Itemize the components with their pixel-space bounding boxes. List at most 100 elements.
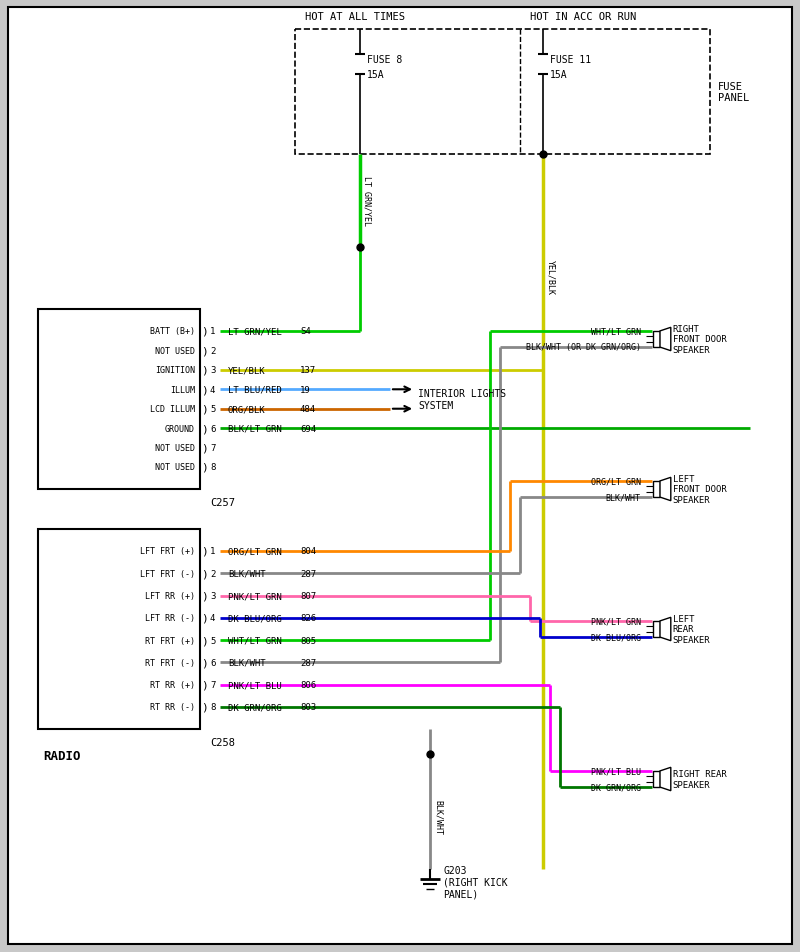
Text: BLK/WHT: BLK/WHT	[606, 493, 641, 502]
Text: INTERIOR LIGHTS
SYSTEM: INTERIOR LIGHTS SYSTEM	[418, 388, 506, 410]
Text: BLK/WHT: BLK/WHT	[228, 569, 266, 578]
Text: 3: 3	[210, 366, 215, 375]
Text: 805: 805	[300, 636, 316, 645]
Text: ORG/LT GRN: ORG/LT GRN	[590, 477, 641, 486]
Text: BLK/LT GRN: BLK/LT GRN	[228, 425, 282, 433]
Text: ): )	[201, 347, 208, 356]
Bar	[653, 331, 660, 347]
Text: S4: S4	[300, 327, 310, 336]
Text: FUSE 8: FUSE 8	[367, 55, 402, 65]
Text: LCD ILLUM: LCD ILLUM	[150, 405, 195, 414]
Text: BLK/WHT: BLK/WHT	[434, 799, 443, 834]
Text: ): )	[201, 546, 208, 556]
Text: RT FRT (+): RT FRT (+)	[145, 636, 195, 645]
Text: 2: 2	[210, 569, 215, 578]
Text: HOT AT ALL TIMES: HOT AT ALL TIMES	[305, 12, 405, 22]
Text: LT GRN/YEL: LT GRN/YEL	[363, 176, 372, 227]
Text: NOT USED: NOT USED	[155, 444, 195, 452]
Text: 1: 1	[210, 547, 215, 556]
Text: ): )	[201, 405, 208, 414]
Text: 137: 137	[300, 366, 316, 375]
Text: 8: 8	[210, 463, 215, 472]
Text: NOT USED: NOT USED	[155, 347, 195, 355]
Text: G203
(RIGHT KICK
PANEL): G203 (RIGHT KICK PANEL)	[443, 865, 508, 899]
Text: LEFT
REAR
SPEAKER: LEFT REAR SPEAKER	[673, 614, 710, 645]
Text: NOT USED: NOT USED	[155, 463, 195, 472]
Text: 287: 287	[300, 658, 316, 667]
Text: YEL/BLK: YEL/BLK	[228, 366, 266, 375]
Polygon shape	[660, 618, 670, 641]
Text: 484: 484	[300, 405, 316, 414]
Text: 19: 19	[300, 386, 310, 394]
Text: BLK/WHT (OR DK GRN/ORG): BLK/WHT (OR DK GRN/ORG)	[526, 343, 641, 352]
Text: PNK/LT BLU: PNK/LT BLU	[228, 681, 282, 689]
Text: LFT FRT (+): LFT FRT (+)	[140, 547, 195, 556]
Text: WHT/LT GRN: WHT/LT GRN	[228, 636, 282, 645]
Text: 804: 804	[300, 547, 316, 556]
Text: RIGHT REAR
SPEAKER: RIGHT REAR SPEAKER	[673, 769, 726, 789]
Bar	[653, 482, 660, 498]
Bar	[38, 309, 200, 489]
Text: HOT IN ACC OR RUN: HOT IN ACC OR RUN	[530, 12, 636, 22]
Text: 2: 2	[210, 347, 215, 355]
Text: 5: 5	[210, 636, 215, 645]
Text: ): )	[201, 568, 208, 579]
Text: 4: 4	[210, 614, 215, 623]
Text: ): )	[201, 613, 208, 624]
Text: 803: 803	[300, 703, 316, 712]
Bar	[653, 622, 660, 638]
Text: 4: 4	[210, 386, 215, 394]
Text: 694: 694	[300, 425, 316, 433]
Text: DK BLU/ORG: DK BLU/ORG	[590, 633, 641, 642]
Text: LT GRN/YEL: LT GRN/YEL	[228, 327, 282, 336]
Text: ): )	[201, 658, 208, 667]
Text: 807: 807	[300, 591, 316, 601]
Text: LEFT
FRONT DOOR
SPEAKER: LEFT FRONT DOOR SPEAKER	[673, 475, 726, 505]
Text: 6: 6	[210, 425, 215, 433]
Text: RIGHT
FRONT DOOR
SPEAKER: RIGHT FRONT DOOR SPEAKER	[673, 325, 726, 354]
Text: RT FRT (-): RT FRT (-)	[145, 658, 195, 667]
Text: YEL/BLK: YEL/BLK	[546, 260, 555, 295]
Text: ): )	[201, 327, 208, 337]
Text: 806: 806	[300, 681, 316, 689]
Text: ): )	[201, 680, 208, 690]
Text: 1: 1	[210, 327, 215, 336]
Bar	[653, 771, 660, 787]
Text: PNK/LT GRN: PNK/LT GRN	[590, 617, 641, 625]
Bar	[38, 529, 200, 729]
Text: 287: 287	[300, 569, 316, 578]
Text: PNK/LT GRN: PNK/LT GRN	[228, 591, 282, 601]
Text: PNK/LT BLU: PNK/LT BLU	[590, 766, 641, 776]
Text: ORG/LT GRN: ORG/LT GRN	[228, 547, 282, 556]
Text: BLK/WHT: BLK/WHT	[228, 658, 266, 667]
Polygon shape	[660, 478, 670, 501]
Text: GROUND: GROUND	[165, 425, 195, 433]
Text: ): )	[201, 463, 208, 472]
Text: DK GRN/ORG: DK GRN/ORG	[590, 783, 641, 792]
Text: 15A: 15A	[550, 69, 568, 80]
Text: 3: 3	[210, 591, 215, 601]
Text: C257: C257	[210, 498, 235, 507]
Text: RT RR (-): RT RR (-)	[150, 703, 195, 712]
Text: 5: 5	[210, 405, 215, 414]
Text: LFT RR (+): LFT RR (+)	[145, 591, 195, 601]
Text: LFT RR (-): LFT RR (-)	[145, 614, 195, 623]
Text: 15A: 15A	[367, 69, 385, 80]
Text: ): )	[201, 636, 208, 645]
Text: C258: C258	[210, 737, 235, 747]
Text: ): )	[201, 366, 208, 375]
Text: 6: 6	[210, 658, 215, 667]
Text: ): )	[201, 703, 208, 712]
Text: DK GRN/ORG: DK GRN/ORG	[228, 703, 282, 712]
Polygon shape	[660, 767, 670, 791]
Text: 7: 7	[210, 444, 215, 452]
Text: IGNITION: IGNITION	[155, 366, 195, 375]
Text: ): )	[201, 443, 208, 453]
Text: LT BLU/RED: LT BLU/RED	[228, 386, 282, 394]
Text: RADIO: RADIO	[43, 749, 81, 763]
Text: 7: 7	[210, 681, 215, 689]
Text: ): )	[201, 424, 208, 434]
Text: 826: 826	[300, 614, 316, 623]
Text: RT RR (+): RT RR (+)	[150, 681, 195, 689]
Text: ILLUM: ILLUM	[170, 386, 195, 394]
